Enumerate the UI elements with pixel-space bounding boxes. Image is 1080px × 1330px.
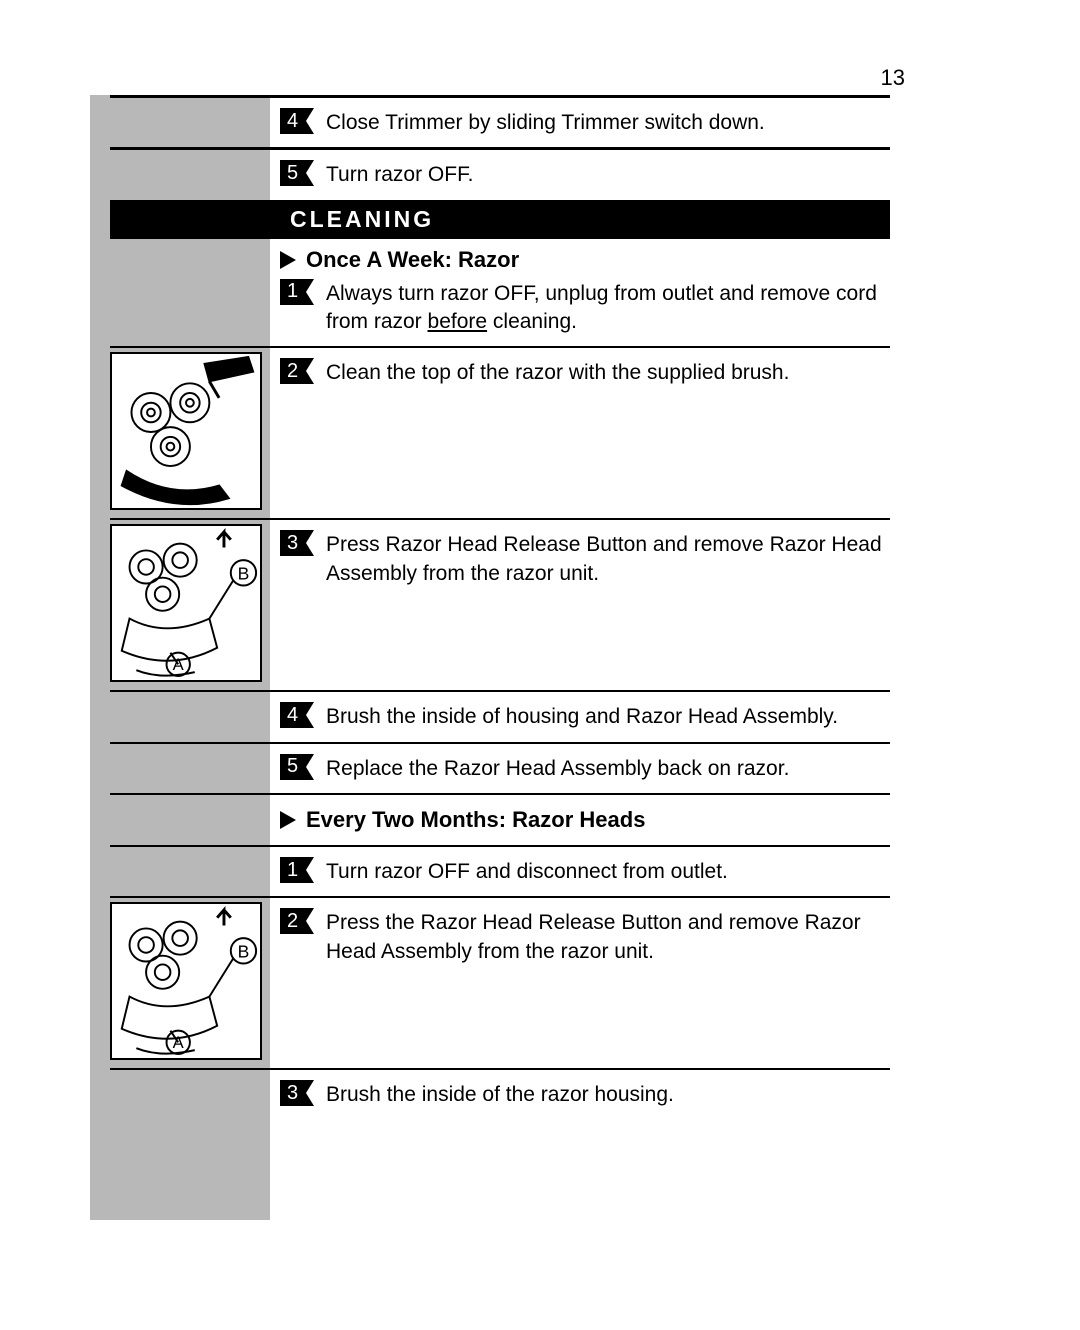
step-number-badge: 5 xyxy=(280,754,314,780)
step-text: Brush the inside of the razor housing. xyxy=(326,1080,890,1109)
pre-step-row: 4 Close Trimmer by sliding Trimmer switc… xyxy=(110,98,890,147)
sub-header-text: Every Two Months: Razor Heads xyxy=(306,807,645,833)
label-a: A xyxy=(173,656,184,675)
step-text: Replace the Razor Head Assembly back on … xyxy=(326,754,890,783)
twomonth-step-row: B A 2 Press the Razor Head Release Butto… xyxy=(110,898,890,1068)
step-number-badge: 4 xyxy=(280,702,314,728)
step-number-badge: 2 xyxy=(280,908,314,934)
step-text: Always turn razor OFF, unplug from outle… xyxy=(326,279,890,337)
weekly-step-row: 4 Brush the inside of housing and Razor … xyxy=(110,692,890,741)
step-number-badge: 2 xyxy=(280,358,314,384)
step-text: Turn razor OFF. xyxy=(326,160,890,189)
sub-header-text: Once A Week: Razor xyxy=(306,247,519,273)
weekly-step-row: 5 Replace the Razor Head Assembly back o… xyxy=(110,744,890,793)
weekly-step-row: 2 Clean the top of the razor with the su… xyxy=(110,348,890,518)
step-text: Turn razor OFF and disconnect from outle… xyxy=(326,857,890,886)
twomonth-step-row: 3 Brush the inside of the razor housing. xyxy=(110,1070,890,1119)
step-number-badge: 3 xyxy=(280,1080,314,1106)
step-number-badge: 1 xyxy=(280,857,314,883)
step-text-part: cleaning. xyxy=(487,310,577,333)
main-content: 4 Close Trimmer by sliding Trimmer switc… xyxy=(110,95,890,1120)
step-text: Close Trimmer by sliding Trimmer switch … xyxy=(326,108,890,137)
illustration-razor-brush xyxy=(110,352,262,510)
weekly-step-row: B A 3 Press Razor Head Release Button an… xyxy=(110,520,890,690)
illustration-razor-release-2: B A xyxy=(110,902,262,1060)
step-text: Brush the inside of housing and Razor He… xyxy=(326,702,890,731)
section-header-cleaning: CLEANING xyxy=(110,200,890,239)
weekly-step-row: 1 Always turn razor OFF, unplug from out… xyxy=(110,277,890,347)
pre-step-row: 5 Turn razor OFF. xyxy=(110,150,890,199)
step-number-badge: 1 xyxy=(280,279,314,305)
step-text-underline: before xyxy=(428,310,488,333)
step-number-badge: 3 xyxy=(280,530,314,556)
label-b: B xyxy=(238,564,250,584)
page-number: 13 xyxy=(881,65,905,91)
sub-header-weekly: Once A Week: Razor xyxy=(110,239,890,277)
razor-release-svg: B A xyxy=(112,526,260,680)
triangle-icon xyxy=(280,251,296,269)
step-number-badge: 4 xyxy=(280,108,314,134)
illustration-razor-release: B A xyxy=(110,524,262,682)
step-text: Press Razor Head Release Button and remo… xyxy=(326,530,890,588)
step-text-part: Always turn razor OFF, unplug from outle… xyxy=(326,282,877,333)
label-a: A xyxy=(173,1034,184,1053)
twomonth-step-row: 1 Turn razor OFF and disconnect from out… xyxy=(110,847,890,896)
step-text: Press the Razor Head Release Button and … xyxy=(326,908,890,966)
razor-release-svg-2: B A xyxy=(112,904,260,1058)
step-text: Clean the top of the razor with the supp… xyxy=(326,358,890,387)
step-number-badge: 5 xyxy=(280,160,314,186)
label-b: B xyxy=(238,942,250,962)
sub-header-twomonths: Every Two Months: Razor Heads xyxy=(110,795,890,845)
triangle-icon xyxy=(280,811,296,829)
razor-brush-svg xyxy=(112,354,260,508)
